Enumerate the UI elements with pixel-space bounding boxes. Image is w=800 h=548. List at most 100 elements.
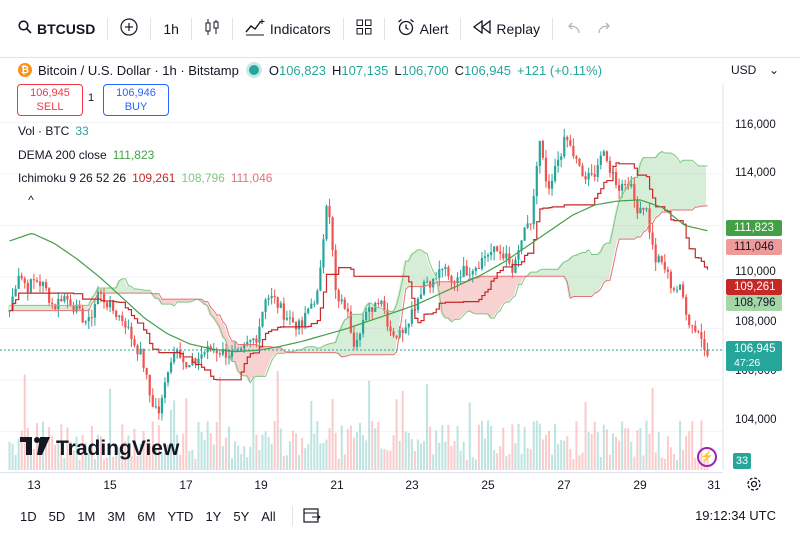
undo-button[interactable]: [557, 13, 589, 45]
volume-bar: [45, 437, 48, 470]
interval-button[interactable]: 1h: [155, 13, 187, 45]
candle-body: [462, 265, 465, 278]
candle-body: [352, 332, 356, 347]
candle-body: [288, 317, 292, 319]
time-axis[interactable]: 13 15 17 19 21 23 25 27 29 31: [0, 472, 723, 494]
collapse-legend-button[interactable]: ^: [28, 193, 34, 207]
volume-bar: [700, 420, 703, 470]
alert-button[interactable]: Alert: [389, 13, 457, 45]
volume-bar: [295, 433, 298, 470]
candle-body: [17, 275, 20, 289]
range-1d[interactable]: 1D: [20, 508, 37, 524]
range-3m[interactable]: 3M: [107, 508, 126, 524]
cloud-segment: [516, 276, 521, 285]
candle-body: [32, 279, 36, 281]
dema-legend[interactable]: DEMA 200 close 111,823: [18, 148, 154, 162]
cloud-segment: [376, 307, 380, 355]
volume-legend[interactable]: Vol · BTC 33: [18, 124, 89, 138]
cloud-segment: [669, 153, 673, 210]
dema-name: DEMA 200 close: [18, 148, 107, 162]
volume-bar: [426, 384, 429, 470]
range-5y[interactable]: 5Y: [233, 508, 250, 524]
candle-body: [57, 298, 60, 310]
candle-body: [310, 303, 313, 309]
candle-body: [124, 321, 127, 328]
brand-name: TradingView: [56, 437, 180, 460]
candle-body: [557, 159, 560, 166]
range-1y[interactable]: 1Y: [205, 508, 222, 524]
cloud-segment: [547, 269, 551, 277]
divider: [190, 17, 192, 40]
candle-body: [316, 290, 319, 304]
candle-body: [624, 183, 627, 185]
symbol-search[interactable]: BTCUSD: [10, 13, 103, 45]
candles-icon: [204, 18, 220, 39]
cloud-segment: [297, 349, 301, 353]
candle-body: [63, 295, 66, 302]
volume-bar: [627, 428, 630, 470]
cloud-segment: [520, 276, 524, 285]
candle-body: [127, 326, 130, 328]
candle-body: [621, 183, 624, 191]
candle-body: [304, 312, 307, 327]
cloud-segment: [257, 345, 261, 377]
candle-body: [688, 314, 691, 326]
range-ytd[interactable]: YTD: [167, 508, 194, 524]
promo-spark-icon[interactable]: ⚡: [697, 447, 717, 467]
candle-body: [118, 315, 121, 318]
time-tick: 13: [27, 478, 41, 492]
bar-countdown: 47:26: [734, 357, 761, 369]
volume-bar: [322, 442, 325, 470]
volume-bar: [90, 426, 93, 470]
cloud-segment: [47, 305, 51, 311]
candle-body: [66, 295, 69, 300]
volume-bar: [99, 436, 102, 470]
utc-clock[interactable]: 19:12:34 UTC: [695, 508, 776, 523]
volume-bar: [20, 430, 23, 470]
range-all[interactable]: All: [261, 508, 276, 524]
ichimoku-span-a-line: [9, 150, 708, 384]
volume-bar: [432, 454, 435, 470]
replay-button[interactable]: Replay: [465, 13, 548, 45]
sell-button[interactable]: 106,945 SELL: [17, 84, 83, 116]
candle-body: [142, 348, 145, 368]
volume-bar: [121, 424, 124, 470]
volume-bar: [136, 455, 139, 470]
date-range-calendar-icon[interactable]: [303, 506, 321, 527]
redo-button[interactable]: [589, 13, 621, 45]
cloud-segment: [187, 299, 191, 303]
price-axis[interactable]: 116,000 114,000 110,000 108,000 106,000 …: [723, 84, 800, 470]
range-5d[interactable]: 5D: [48, 508, 66, 524]
chart-settings-gear-icon[interactable]: [746, 476, 762, 496]
volume-bar: [584, 401, 587, 470]
cloud-segment: [41, 305, 45, 311]
volume-bar: [575, 421, 578, 470]
tradingview-logo[interactable]: TradingView: [20, 437, 179, 461]
indicators-label: Indicators: [269, 20, 331, 37]
symbol-title[interactable]: Bitcoin / U.S. Dollar · 1h · Bitstamp: [38, 62, 239, 78]
range-6m[interactable]: 6M: [137, 508, 156, 524]
layouts-button[interactable]: [348, 13, 380, 45]
compare-symbol-button[interactable]: [112, 13, 146, 45]
chart-type-button[interactable]: [196, 13, 228, 45]
volume-bar: [17, 438, 20, 470]
volume-bar: [547, 430, 550, 470]
indicators-button[interactable]: Indicators: [237, 13, 339, 45]
volume-bar: [340, 425, 343, 470]
candle-body: [511, 263, 514, 273]
cloud-segment: [687, 160, 691, 210]
range-1m[interactable]: 1M: [77, 508, 96, 524]
time-tick: 19: [254, 478, 268, 492]
candle-body: [401, 330, 404, 334]
buy-button[interactable]: 106,946 BUY: [103, 84, 169, 116]
volume-bar: [106, 457, 109, 470]
volume-bar: [304, 448, 307, 470]
currency-selector[interactable]: USD ⌄: [727, 60, 783, 80]
bottom-toolbar: 1D 5D 1M 3M 6M YTD 1Y 5Y All: [0, 500, 800, 532]
candle-body: [20, 275, 23, 279]
candle-body: [121, 315, 124, 322]
cloud-segment: [276, 347, 280, 354]
ichimoku-legend[interactable]: Ichimoku 9 26 52 26 109,261 108,796 111,…: [18, 171, 272, 185]
span-a-price-label: 108,796: [726, 295, 782, 311]
